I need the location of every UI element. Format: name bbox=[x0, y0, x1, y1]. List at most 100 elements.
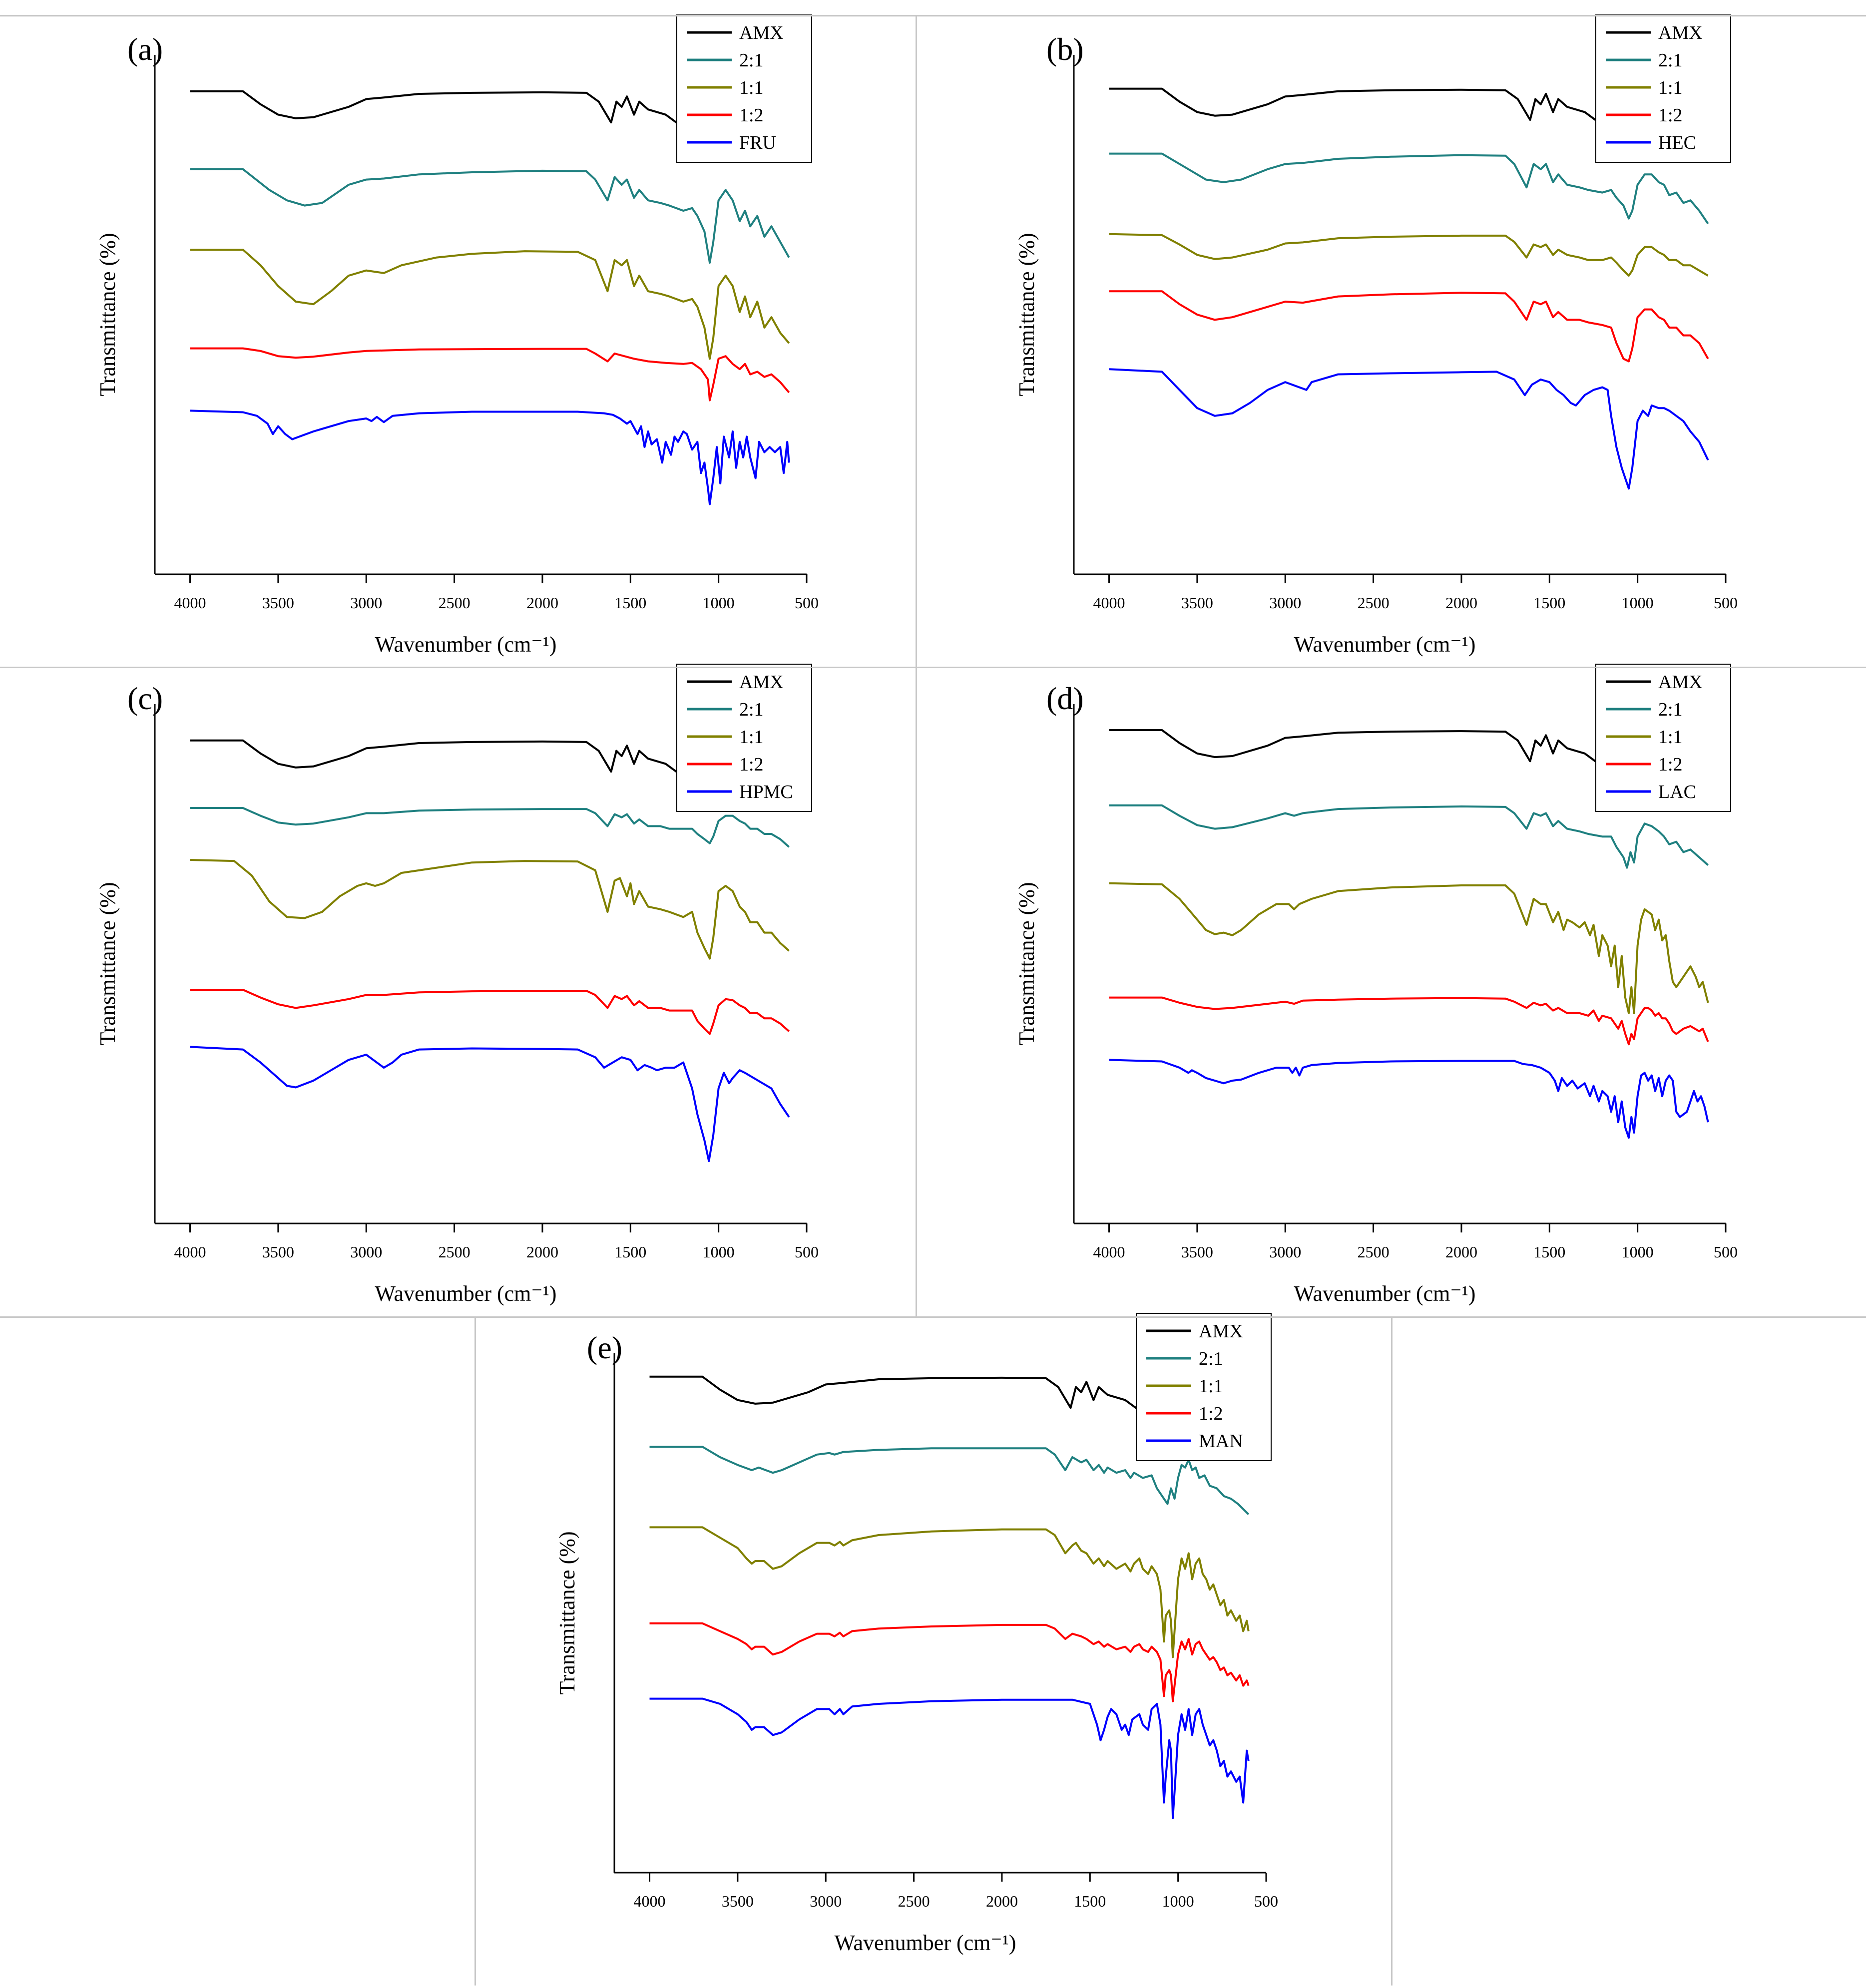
x-tick-label: 1000 bbox=[1162, 1892, 1194, 1910]
x-tick-label: 500 bbox=[1714, 594, 1738, 612]
x-tick-label: 1000 bbox=[703, 1243, 735, 1261]
x-axis-title: Wavenumber (cm⁻¹) bbox=[1294, 632, 1476, 657]
legend-label: 1:1 bbox=[1199, 1376, 1223, 1397]
x-tick-label: 1000 bbox=[1622, 594, 1654, 612]
legend-label: AMX bbox=[1199, 1321, 1243, 1342]
separator-top bbox=[0, 15, 1866, 16]
legend-label: AMX bbox=[1658, 22, 1703, 43]
legend-label: AMX bbox=[739, 672, 784, 693]
x-tick-label: 3000 bbox=[350, 594, 382, 612]
panel-a: 4000 3500 3000 2500 2000 1500 1000 500 (a) Wavenu… bbox=[95, 14, 819, 657]
series-line-lac bbox=[1109, 1059, 1709, 1139]
legend-label: 2:1 bbox=[739, 50, 764, 71]
x-tick-label: 2500 bbox=[439, 594, 470, 612]
x-tick-label: 4000 bbox=[634, 1892, 666, 1910]
legend-label: AMX bbox=[1658, 672, 1703, 693]
series-line-2-1 bbox=[1109, 152, 1709, 225]
series-line-hpmc bbox=[190, 1046, 790, 1163]
legend-label: MAN bbox=[1199, 1431, 1243, 1452]
y-axis-title: Transmittance (%) bbox=[95, 233, 120, 396]
x-tick-label: 3500 bbox=[722, 1892, 754, 1910]
x-tick-label: 3500 bbox=[1181, 594, 1213, 612]
legend: AMX 2:1 1:1 1:2 HPMC bbox=[676, 664, 812, 812]
x-tick-label: 2500 bbox=[1358, 594, 1390, 612]
x-tick-label: 500 bbox=[795, 594, 819, 612]
x-tick-label: 3500 bbox=[262, 1243, 294, 1261]
series-line-fru bbox=[190, 409, 790, 505]
legend-label: LAC bbox=[1658, 782, 1696, 802]
x-tick-label: 2000 bbox=[526, 594, 558, 612]
series-line-2-1 bbox=[1109, 804, 1709, 869]
x-tick-label: 2500 bbox=[1358, 1243, 1390, 1261]
x-tick-label: 4000 bbox=[1093, 594, 1125, 612]
x-axis-title: Wavenumber (cm⁻¹) bbox=[375, 632, 557, 657]
series-line-2-1 bbox=[649, 1446, 1250, 1515]
y-axis-title: Transmittance (%) bbox=[95, 882, 120, 1045]
legend-label: HEC bbox=[1658, 132, 1696, 153]
legend-label: 1:2 bbox=[1658, 105, 1683, 126]
x-tick-label: 1500 bbox=[614, 594, 646, 612]
x-tick-label: 500 bbox=[1714, 1243, 1738, 1261]
legend-label: AMX bbox=[739, 22, 784, 43]
x-tick-label: 2500 bbox=[439, 1243, 470, 1261]
legend-label: 1:1 bbox=[1658, 727, 1683, 748]
series-line-hec bbox=[1109, 368, 1709, 490]
x-tick-label: 3000 bbox=[1269, 1243, 1301, 1261]
x-tick-label: 500 bbox=[1254, 1892, 1278, 1910]
panel-label: (c) bbox=[127, 681, 163, 716]
legend-label: HPMC bbox=[739, 782, 793, 802]
legend: AMX 2:1 1:1 1:2 FRU bbox=[676, 14, 812, 163]
panel-d: 4000 3500 3000 2500 2000 1500 1000 500 (d) Wavenu… bbox=[1014, 664, 1738, 1306]
panel-label: (a) bbox=[127, 31, 163, 67]
series-line-1-1 bbox=[1109, 233, 1709, 277]
panel-e: 4000 3500 3000 2500 2000 1500 1000 500 (e) Wavenu… bbox=[555, 1313, 1278, 1955]
y-axis-title: Transmittance (%) bbox=[555, 1531, 579, 1694]
series-line-1-1 bbox=[649, 1526, 1250, 1658]
legend-label: 1:2 bbox=[1658, 754, 1683, 775]
y-axis-title: Transmittance (%) bbox=[1014, 882, 1039, 1045]
legend-label: 2:1 bbox=[739, 699, 764, 720]
x-tick-label: 3000 bbox=[350, 1243, 382, 1261]
legend-label: 1:1 bbox=[739, 727, 764, 748]
series-line-1-2 bbox=[190, 347, 790, 401]
legend: AMX 2:1 1:1 1:2 HEC bbox=[1595, 14, 1731, 163]
panel-b: 4000 3500 3000 2500 2000 1500 1000 500 (b) Wavenu… bbox=[1014, 14, 1738, 657]
panel-label: (d) bbox=[1046, 681, 1084, 716]
series-line-1-1 bbox=[190, 249, 790, 360]
x-tick-label: 2000 bbox=[1445, 594, 1477, 612]
y-axis-title: Transmittance (%) bbox=[1014, 233, 1039, 396]
legend-label: 1:2 bbox=[1199, 1403, 1223, 1424]
x-tick-label: 1500 bbox=[614, 1243, 646, 1261]
separator-e-right bbox=[1391, 1318, 1393, 1986]
panel-c: 4000 3500 3000 2500 2000 1500 1000 500 (c) Wavenu… bbox=[95, 664, 819, 1306]
x-tick-label: 1000 bbox=[1622, 1243, 1654, 1261]
legend: AMX 2:1 1:1 1:2 LAC bbox=[1595, 664, 1731, 812]
x-tick-label: 2000 bbox=[986, 1892, 1018, 1910]
x-tick-label: 3500 bbox=[262, 594, 294, 612]
series-line-2-1 bbox=[190, 168, 790, 264]
series-line-2-1 bbox=[190, 807, 790, 848]
x-axis-title: Wavenumber (cm⁻¹) bbox=[835, 1931, 1016, 1955]
separator-e-left bbox=[474, 1318, 476, 1986]
x-tick-label: 2500 bbox=[898, 1892, 930, 1910]
legend-label: 2:1 bbox=[1199, 1348, 1223, 1369]
panel-label: (e) bbox=[587, 1330, 622, 1365]
legend-label: FRU bbox=[739, 132, 776, 153]
separator-vertical-cd bbox=[916, 668, 917, 1316]
x-tick-label: 4000 bbox=[174, 594, 206, 612]
separator-vertical-ab bbox=[916, 15, 917, 667]
x-tick-label: 4000 bbox=[1093, 1243, 1125, 1261]
legend-label: 1:1 bbox=[1658, 77, 1683, 98]
legend-label: 1:2 bbox=[739, 754, 764, 775]
x-tick-label: 3500 bbox=[1181, 1243, 1213, 1261]
x-tick-label: 3000 bbox=[1269, 594, 1301, 612]
x-tick-label: 500 bbox=[795, 1243, 819, 1261]
x-tick-label: 1000 bbox=[703, 594, 735, 612]
x-tick-label: 1500 bbox=[1074, 1892, 1106, 1910]
x-tick-label: 1500 bbox=[1533, 594, 1565, 612]
x-tick-label: 1500 bbox=[1533, 1243, 1565, 1261]
series-line-1-2 bbox=[649, 1622, 1250, 1702]
legend-label: 1:2 bbox=[739, 105, 764, 126]
